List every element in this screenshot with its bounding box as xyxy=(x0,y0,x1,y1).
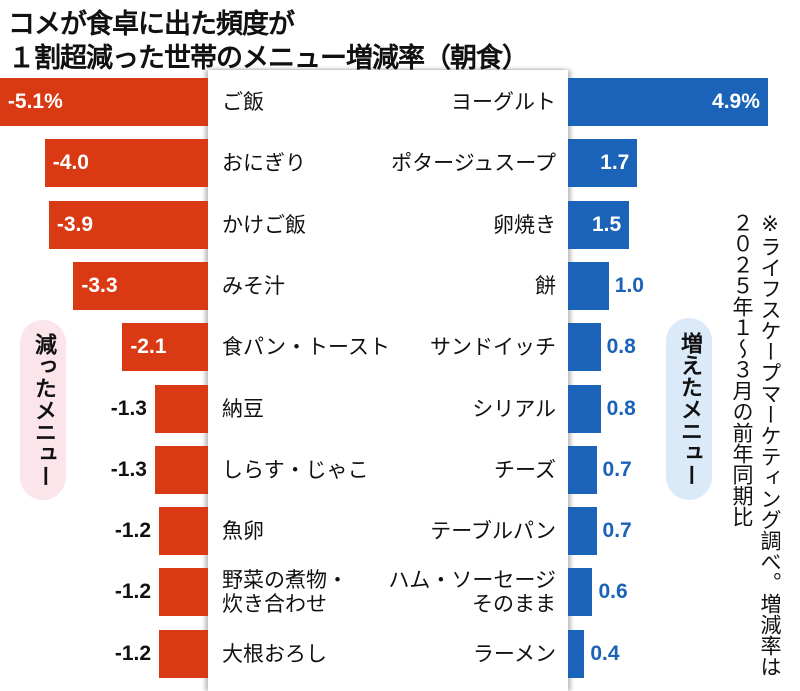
increased-category-label: 卵焼き xyxy=(493,212,556,237)
decreased-category-label: 納豆 xyxy=(222,396,264,421)
decreased-value-label: -3.9 xyxy=(56,212,94,236)
increased-bar xyxy=(568,323,601,372)
decreased-value-label: -1.3 xyxy=(110,457,147,481)
increased-bar xyxy=(568,200,630,249)
increased-category-label: チーズ xyxy=(494,457,556,482)
chart-title-line-1: コメが食卓に出た頻度が xyxy=(8,9,295,40)
decreased-bar xyxy=(159,507,208,556)
decreased-bar xyxy=(159,629,208,678)
decreased-category-label: かけご飯 xyxy=(222,212,306,237)
decreased-category-label: 食パン・トースト xyxy=(222,335,390,360)
decreased-legend: 減ったメニュー xyxy=(20,320,66,500)
decreased-category-label: おにぎり xyxy=(222,151,306,176)
label-panel xyxy=(208,70,568,691)
decreased-value-label: -3.3 xyxy=(81,273,118,297)
decreased-bar xyxy=(159,568,208,617)
decreased-value-label: -4.0 xyxy=(52,151,89,175)
decreased-bar xyxy=(48,200,208,249)
decreased-value-label: -5.1% xyxy=(7,90,63,113)
increased-category-label: 餅 xyxy=(535,273,556,298)
decreased-value-label: -1.2 xyxy=(114,519,152,543)
decreased-bar xyxy=(122,323,208,372)
increased-value-label: 0.7 xyxy=(602,457,632,481)
decreased-category-label: 魚卵 xyxy=(222,519,264,544)
increased-value-label: 1.7 xyxy=(600,151,630,175)
decreased-category-label: ご飯 xyxy=(222,90,264,114)
increased-category-label: サンドイッチ xyxy=(430,335,556,360)
source-note: ※ライフスケープマーケティング調べ。増減率は２０２５年１～３月の前年同期比 xyxy=(730,212,782,677)
increased-category-label: ポタージュスープ xyxy=(391,151,556,176)
increased-category-label: ハム・ソーセージ そのまま xyxy=(388,568,556,617)
increased-value-label: 0.8 xyxy=(606,335,636,359)
increased-category-label: ラーメン xyxy=(472,641,556,666)
decreased-category-label: 野菜の煮物・ 炊き合わせ xyxy=(222,568,348,617)
increased-bar xyxy=(568,384,601,433)
increased-bar xyxy=(568,78,768,126)
increased-value-label: 4.9% xyxy=(712,90,760,113)
increased-value-label: 0.4 xyxy=(590,641,620,665)
increased-category-label: ヨーグルト xyxy=(451,90,556,114)
decreased-category-label: みそ汁 xyxy=(222,273,285,298)
increased-value-label: 0.6 xyxy=(598,580,628,604)
decreased-bar xyxy=(44,139,208,188)
decreased-category-label: しらす・じゃこ xyxy=(222,457,369,482)
increased-category-label: シリアル xyxy=(472,396,556,421)
increased-bar xyxy=(568,261,609,310)
increased-bar xyxy=(568,629,585,678)
increased-value-label: 0.8 xyxy=(606,396,636,420)
decreased-value-label: -1.2 xyxy=(114,580,152,604)
decreased-category-label: 大根おろし xyxy=(222,641,327,666)
decreased-bar xyxy=(154,445,208,494)
chart-title-line-2: １割超減った世帯のメニュー増減率（朝食） xyxy=(8,43,529,74)
increased-bar xyxy=(568,139,638,188)
increased-bar xyxy=(568,445,597,494)
decreased-bar xyxy=(154,384,208,433)
decreased-bar xyxy=(0,78,208,126)
decreased-value-label: -1.2 xyxy=(114,641,152,665)
increased-category-label: テーブルパン xyxy=(430,519,556,544)
increased-bar xyxy=(568,568,593,617)
increased-value-label: 0.7 xyxy=(602,519,632,543)
increased-legend: 増えたメニュー xyxy=(666,318,712,500)
increased-bar xyxy=(568,507,597,556)
decreased-bar xyxy=(73,261,208,310)
decreased-value-label: -2.1 xyxy=(130,335,167,359)
increased-value-label: 1.5 xyxy=(592,212,622,236)
decreased-value-label: -1.3 xyxy=(110,396,147,420)
increased-value-label: 1.0 xyxy=(614,273,644,297)
